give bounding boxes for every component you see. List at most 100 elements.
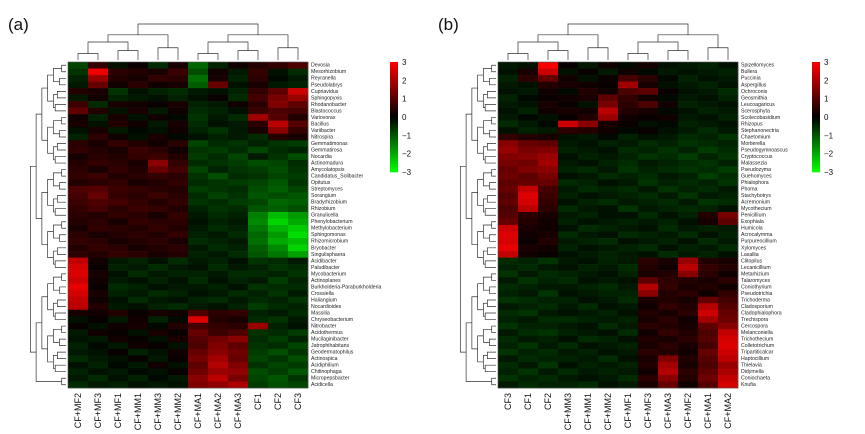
heatmap-cell	[108, 244, 129, 252]
heatmap-cell	[68, 368, 89, 376]
heatmap-cell	[678, 127, 699, 135]
row-label: Rhodanobacter	[311, 102, 347, 108]
heatmap-cell	[558, 335, 579, 343]
row-label: Lasallia	[741, 252, 759, 258]
heatmap-cell	[288, 257, 309, 265]
heatmap-cell	[598, 94, 619, 102]
heatmap-cell	[228, 218, 249, 226]
heatmap-cell	[168, 329, 189, 337]
heatmap-cell	[288, 185, 309, 193]
heatmap-cell	[68, 198, 89, 206]
heatmap-cell	[678, 309, 699, 317]
heatmap-cell	[208, 309, 229, 317]
heatmap-cell	[538, 290, 559, 298]
heatmap-cell	[638, 172, 659, 180]
heatmap-cell	[518, 218, 539, 226]
heatmap-cell	[658, 316, 679, 324]
heatmap-cell	[248, 166, 269, 174]
heatmap-cell	[128, 127, 149, 135]
heatmap-cell	[658, 94, 679, 102]
heatmap-cell	[248, 159, 269, 167]
heatmap-cell	[88, 309, 109, 317]
heatmap-cell	[108, 179, 129, 187]
heatmap-cell	[228, 127, 249, 135]
heatmap-cell	[128, 264, 149, 271]
heatmap-cell	[598, 81, 619, 89]
heatmap-cell	[558, 140, 579, 148]
heatmap-cell	[228, 309, 249, 317]
heatmap-cell	[658, 348, 679, 356]
heatmap-cell	[518, 211, 539, 219]
heatmap-cell	[498, 94, 519, 102]
heatmap-cell	[538, 153, 559, 161]
column-label: CF2	[543, 393, 553, 410]
dendrogram-link	[54, 260, 66, 268]
heatmap-cell	[208, 329, 229, 337]
heatmap-cell	[268, 133, 289, 141]
row-label: Variibacter	[311, 128, 336, 134]
heatmap-cell	[538, 75, 559, 82]
heatmap-cell	[228, 355, 249, 363]
heatmap-cell	[598, 107, 619, 115]
column-label: CF+MF3	[93, 393, 103, 428]
heatmap-cell	[248, 179, 269, 187]
heatmap-cell	[558, 75, 579, 82]
heatmap-cell	[578, 355, 599, 363]
colorbar-swatch	[812, 158, 820, 162]
heatmap-cell	[108, 342, 129, 350]
row-label: Micropepsbacter	[311, 376, 350, 382]
heatmap-cell	[188, 270, 209, 278]
colorbar-swatch	[390, 161, 398, 165]
colorbar-swatch	[390, 97, 398, 101]
heatmap-cell	[108, 238, 129, 245]
heatmap-cell	[128, 192, 149, 200]
heatmap-cell	[658, 231, 679, 239]
heatmap-cell	[68, 374, 89, 382]
colorbar-swatch	[390, 136, 398, 140]
heatmap-cell	[518, 153, 539, 161]
heatmap-cell	[638, 127, 659, 135]
heatmap-cell	[248, 185, 269, 193]
heatmap-cell	[88, 140, 109, 148]
heatmap-cell	[108, 166, 129, 174]
heatmap-cell	[558, 381, 579, 389]
heatmap-cell	[188, 101, 209, 108]
heatmap-cell	[208, 75, 229, 82]
heatmap-cell	[168, 68, 189, 76]
heatmap-cell	[128, 114, 149, 121]
colorbar-swatch	[390, 155, 398, 159]
colorbar-tick-label: −1	[402, 131, 412, 140]
heatmap-cell	[68, 179, 89, 187]
heatmap-cell	[558, 179, 579, 187]
heatmap-cell	[558, 101, 579, 108]
heatmap-cell	[518, 361, 539, 369]
heatmap-cell	[88, 127, 109, 135]
heatmap-cell	[498, 225, 519, 232]
heatmap-cell	[518, 264, 539, 271]
heatmap-cell	[68, 231, 89, 239]
heatmap-cell	[148, 153, 169, 161]
heatmap-cell	[128, 146, 149, 154]
heatmap-cell	[718, 159, 739, 167]
row-label: Acidicella	[311, 382, 333, 388]
heatmap-cell	[268, 159, 289, 167]
heatmap-cell	[148, 218, 169, 226]
heatmap-cell	[248, 140, 269, 148]
dendrogram-link	[484, 156, 496, 164]
heatmap-cell	[678, 244, 699, 252]
heatmap-cell	[538, 381, 559, 389]
heatmap-cell	[558, 133, 579, 141]
heatmap-cell	[128, 172, 149, 180]
heatmap-cell	[538, 68, 559, 76]
heatmap-cell	[718, 244, 739, 252]
heatmap-cell	[288, 127, 309, 135]
heatmap-cell	[148, 211, 169, 219]
heatmap-cell	[248, 101, 269, 108]
heatmap-cell	[68, 303, 89, 311]
heatmap-cell	[68, 62, 89, 69]
heatmap-cell	[248, 94, 269, 102]
heatmap-cell	[288, 81, 309, 89]
heatmap-cell	[268, 283, 289, 291]
heatmap-cell	[618, 101, 639, 108]
